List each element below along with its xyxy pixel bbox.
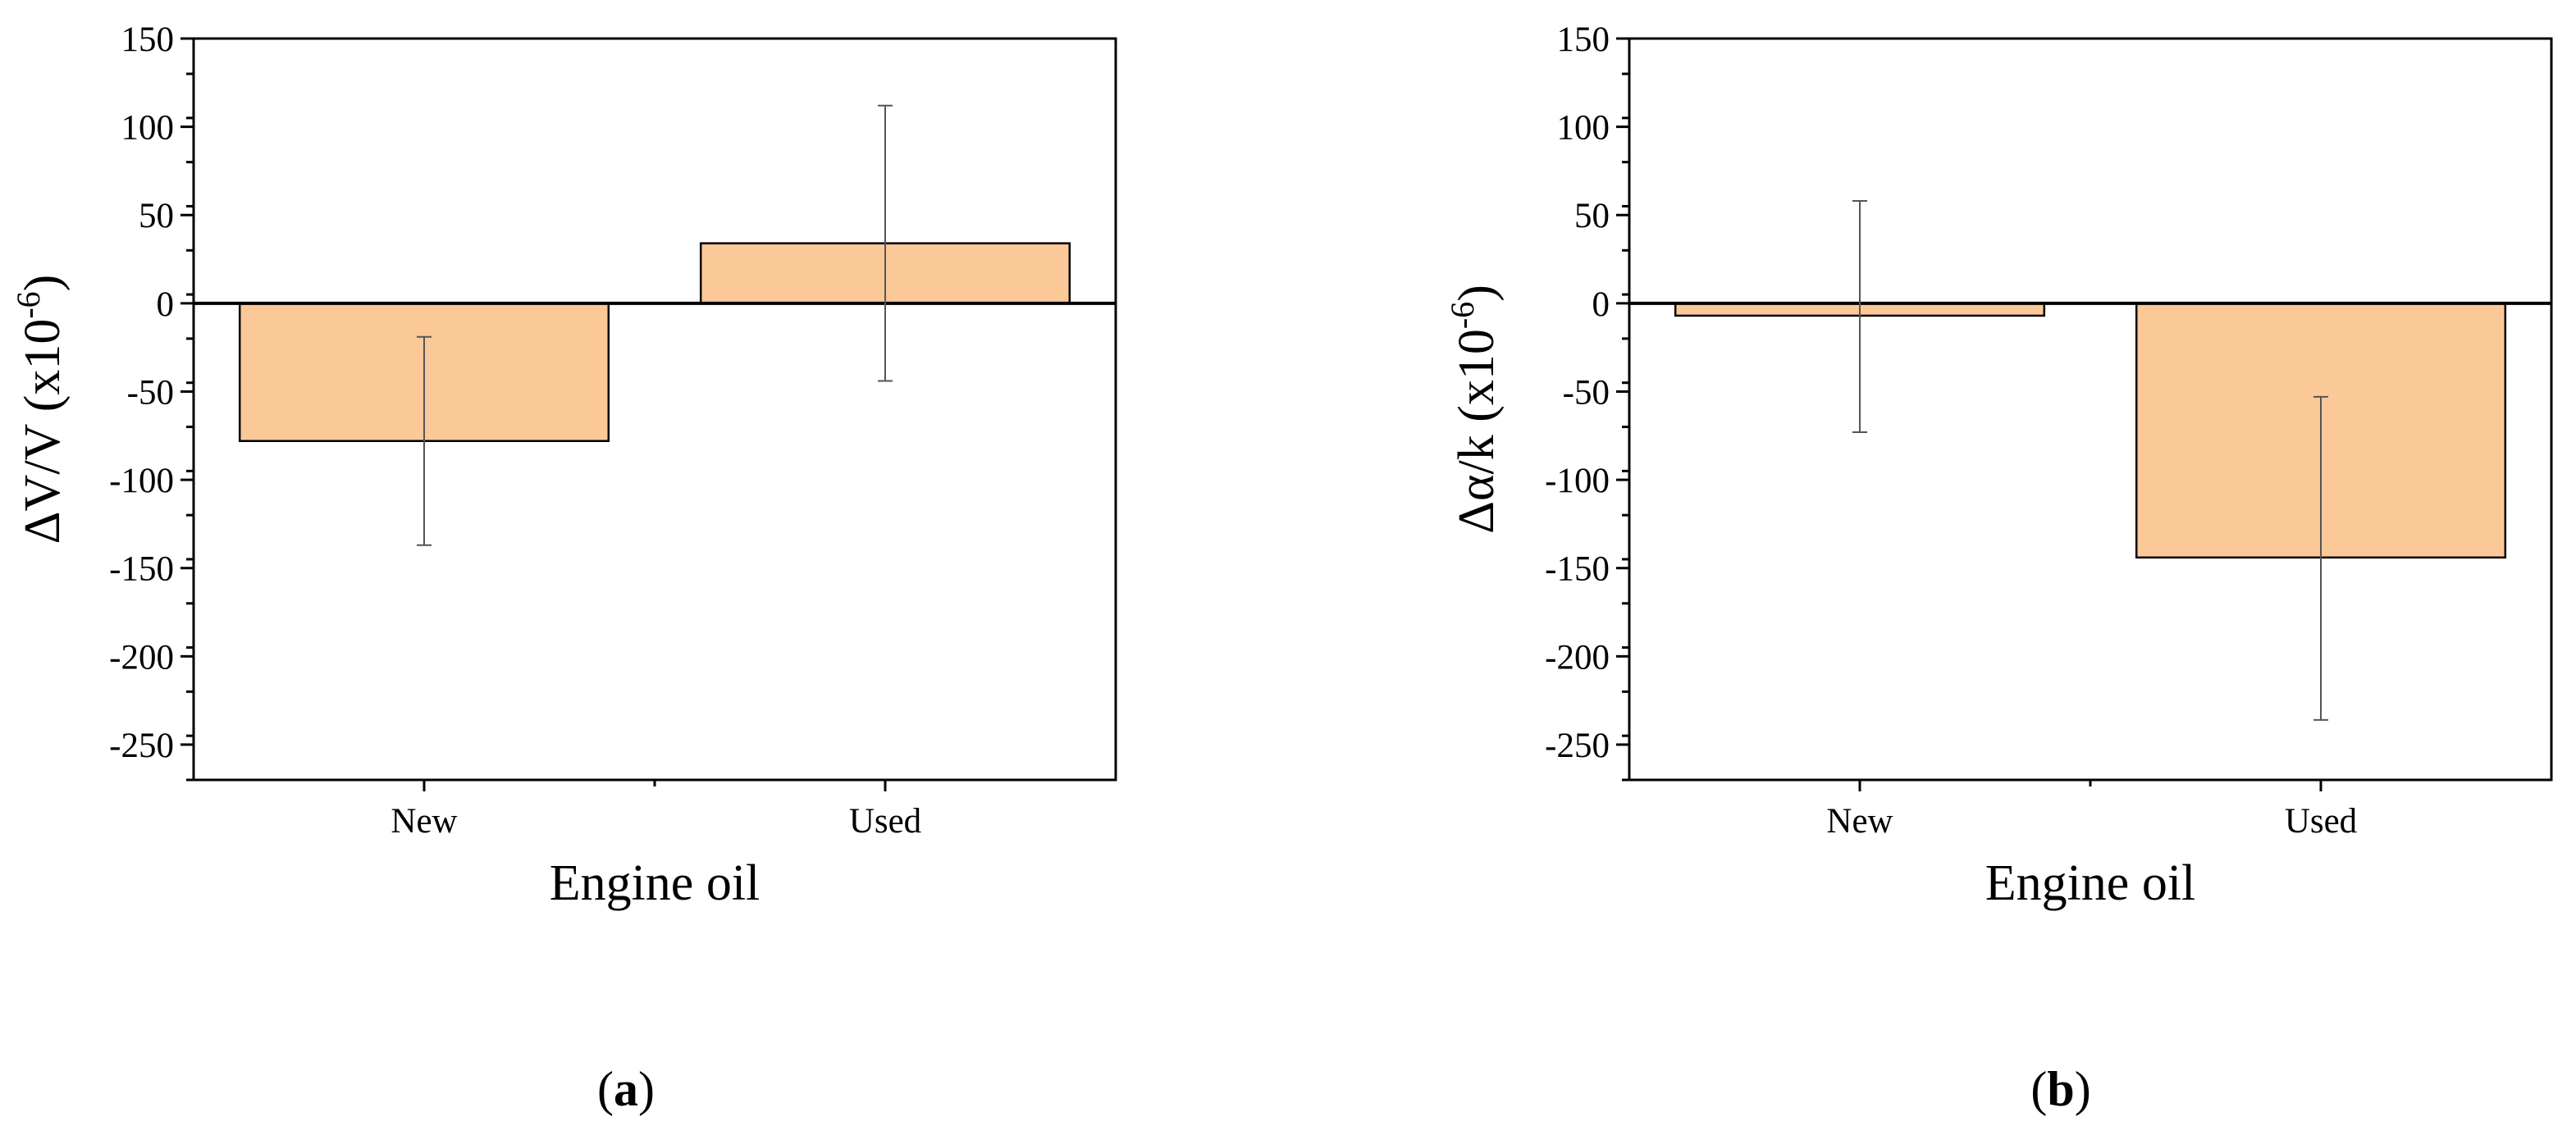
y-tick-label: 0: [157, 285, 175, 324]
y-tick-label: -200: [109, 638, 174, 677]
y-axis-label: ΔV/V (x10-6): [10, 275, 71, 545]
error-bar-new: [417, 335, 432, 546]
y-tick-label: 150: [1557, 21, 1610, 59]
error-bar-used: [2313, 395, 2328, 721]
x-tick-label-used: Used: [849, 802, 921, 841]
error-bar-new: [1852, 200, 1867, 433]
x-tick-label-used: Used: [2285, 802, 2357, 841]
y-tick-label: 100: [1557, 109, 1610, 148]
y-tick-label: -100: [109, 462, 174, 500]
y-tick-label: -250: [109, 727, 174, 765]
y-tick-label: -250: [1545, 727, 1610, 765]
y-tick-label: -50: [127, 373, 174, 412]
y-tick-label: -100: [1545, 462, 1610, 500]
x-axis-label: Engine oil: [550, 855, 760, 911]
y-tick-label: -200: [1545, 638, 1610, 677]
y-tick-label: 100: [121, 109, 175, 148]
chart-panel-b: 150 100 50 0 -50 -100 -150 -200 -250 New Used Engin…: [1444, 21, 2553, 1116]
y-tick-label: -150: [1545, 550, 1610, 589]
panel-label: (b): [2030, 1062, 2090, 1116]
y-tick-label: -50: [1563, 373, 1610, 412]
error-bar-used: [878, 104, 893, 382]
y-tick-label: -150: [109, 550, 174, 589]
y-tick-label: 150: [121, 21, 175, 59]
y-tick-label: 50: [139, 197, 174, 235]
y-axis-label: Δα/k (x10-6): [1444, 285, 1505, 534]
x-axis-label: Engine oil: [1985, 855, 2196, 911]
panel-label: (a): [597, 1062, 655, 1116]
y-tick-label: 50: [1574, 197, 1610, 235]
y-tick-label: 0: [1592, 285, 1610, 324]
x-tick-label-new: New: [1826, 802, 1893, 841]
chart-panel-a: 150 100 50 0 -50 -100 -150 -200 -250 New Used Engin…: [10, 21, 1117, 1116]
x-tick-label-new: New: [391, 802, 457, 841]
